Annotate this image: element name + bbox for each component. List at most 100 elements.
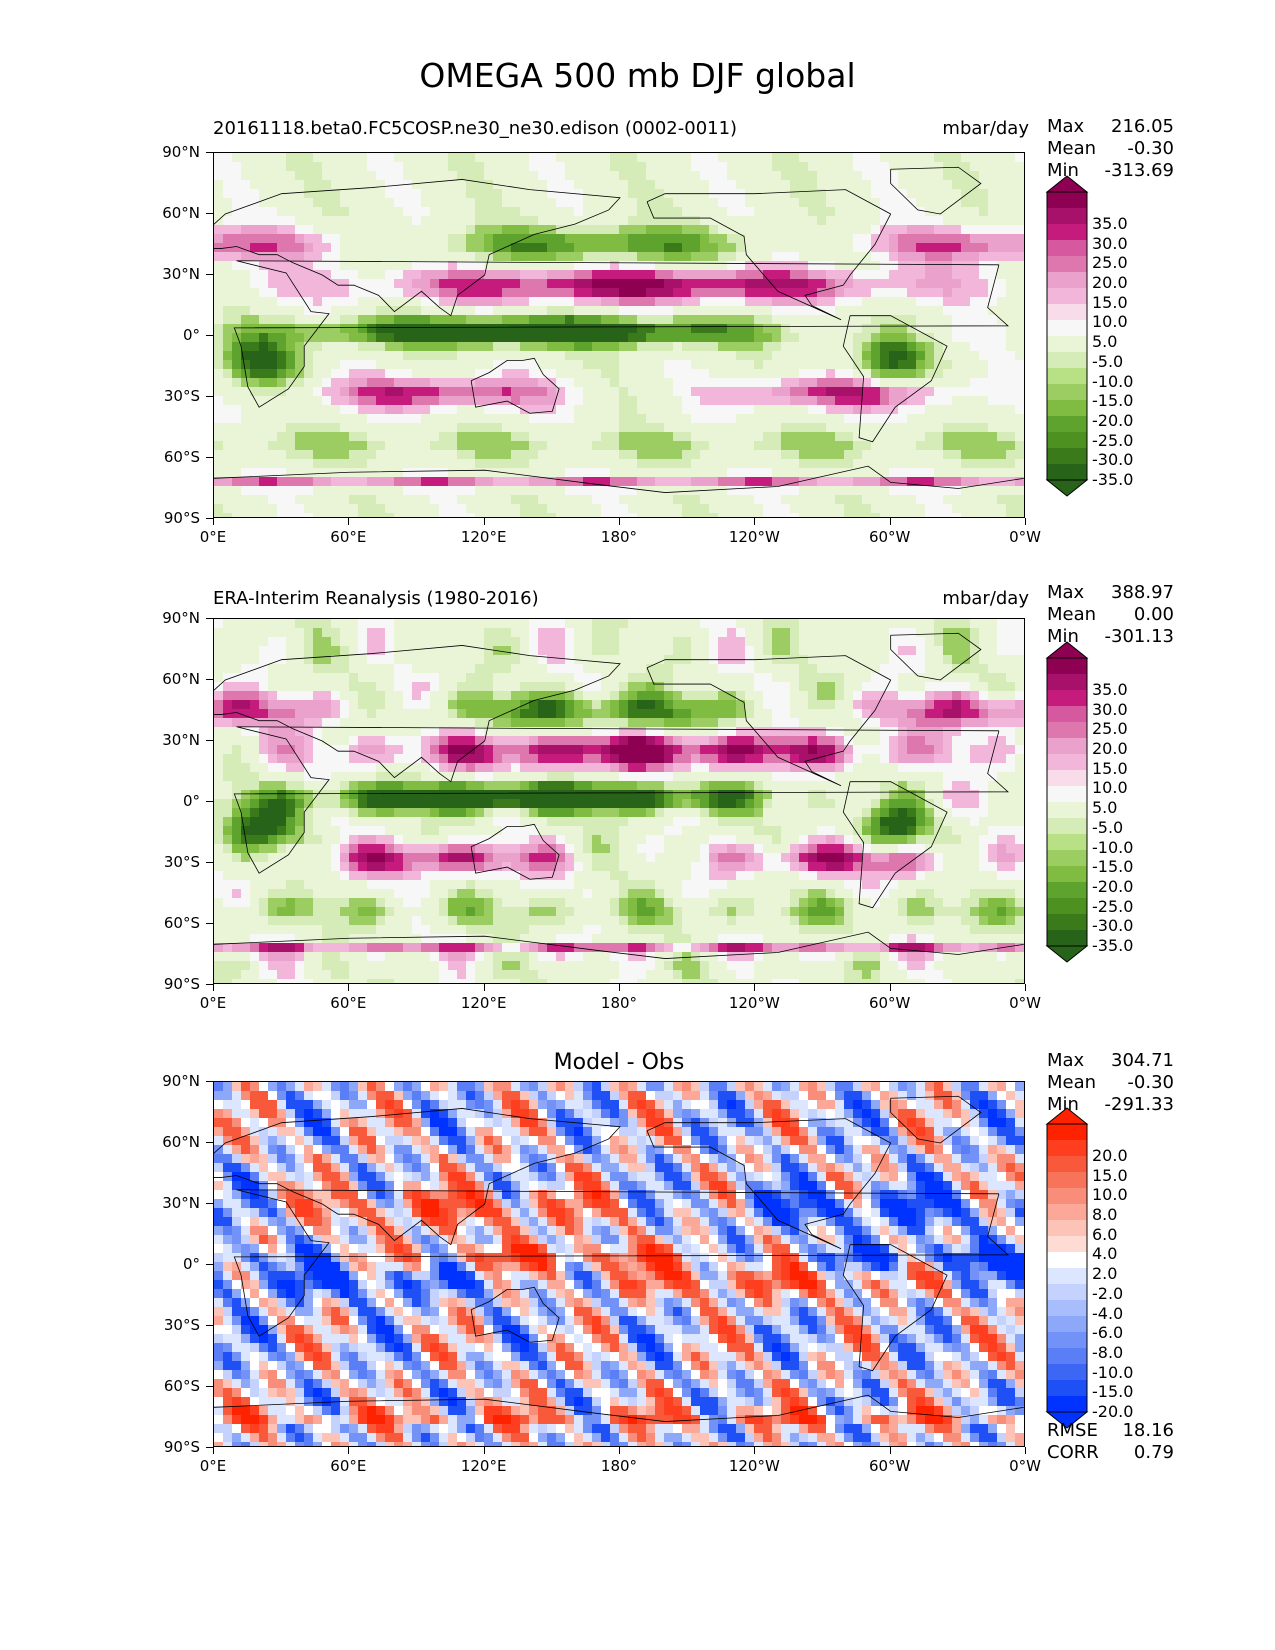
y-tick-label: 30°S <box>163 387 200 405</box>
y-tick <box>206 1081 213 1082</box>
colorbar <box>1045 175 1089 497</box>
colorbar-label: -10.0 <box>1092 837 1134 857</box>
coastline <box>470 1286 560 1343</box>
coastline <box>842 315 948 443</box>
colorbar-label: -25.0 <box>1092 430 1134 450</box>
coastline <box>214 1394 1024 1422</box>
y-tick-label: 60°S <box>163 448 200 466</box>
coastline <box>233 726 1009 874</box>
y-tick-label: 0° <box>182 792 200 810</box>
colorbar-label: 15.0 <box>1092 1165 1128 1185</box>
colorbar <box>1045 1107 1089 1429</box>
y-tick-label: 60°N <box>162 204 200 222</box>
y-tick <box>206 679 213 680</box>
x-tick-label: 120°W <box>728 994 780 1012</box>
colorbar-label: 10.0 <box>1092 312 1128 332</box>
stat-row: Min -313.69 <box>1047 160 1174 182</box>
y-tick-label: 90°N <box>162 143 200 161</box>
colorbar-label: -4.0 <box>1092 1303 1124 1323</box>
colorbar-label: 10.0 <box>1092 778 1128 798</box>
y-tick <box>206 1447 213 1448</box>
map-plot <box>213 152 1025 518</box>
x-tick-label: 60°E <box>330 994 367 1012</box>
colorbar-label: -20.0 <box>1092 1402 1134 1421</box>
stat-name: Min <box>1047 626 1079 647</box>
x-tick <box>754 518 756 525</box>
stat-value: -313.69 <box>1104 160 1174 181</box>
colorbar-label: -20.0 <box>1092 876 1134 896</box>
stat-name: Max <box>1047 116 1085 137</box>
colorbar-label: 25.0 <box>1092 253 1128 273</box>
colorbar-label: 5.0 <box>1092 798 1118 818</box>
y-tick-label: 90°S <box>163 975 200 993</box>
stat-value: -301.13 <box>1104 626 1174 647</box>
panel-units: mbar/day <box>942 588 1029 609</box>
stat-name: Mean <box>1047 1072 1097 1093</box>
x-tick-label: 120°W <box>728 1457 780 1475</box>
stat-row: Min -301.13 <box>1047 626 1174 648</box>
x-tick-label: 180° <box>600 994 638 1012</box>
stat-value: -291.33 <box>1104 1094 1174 1115</box>
y-tick-label: 90°S <box>163 509 200 527</box>
colorbar-label: -8.0 <box>1092 1342 1124 1362</box>
stats-box: Max 216.05 Mean -0.30 Min -313.69 <box>1047 116 1174 182</box>
x-tick <box>483 984 485 991</box>
colorbar-label: -35.0 <box>1092 470 1134 489</box>
stat-row: CORR 0.79 <box>1047 1442 1174 1464</box>
stat-name: Mean <box>1047 604 1097 625</box>
x-tick <box>619 1447 620 1454</box>
figure-title: OMEGA 500 mb DJF global <box>419 56 856 95</box>
x-tick-label: 0°E <box>199 994 227 1012</box>
panel-model: 20161118.beta0.FC5COSP.ne30_ne30.edison … <box>0 112 1275 572</box>
colorbar-label: -30.0 <box>1092 916 1134 936</box>
y-tick-label: 90°N <box>162 609 200 627</box>
stat-value: 304.71 <box>1111 1050 1174 1071</box>
y-tick-label: 0° <box>182 1255 200 1273</box>
colorbar-label: -25.0 <box>1092 896 1134 916</box>
coastline <box>842 781 948 909</box>
x-tick <box>754 1447 756 1454</box>
y-tick <box>206 1142 213 1143</box>
colorbar-label: -30.0 <box>1092 450 1134 470</box>
colorbar-label: -15.0 <box>1092 1382 1134 1402</box>
colorbar-label: 10.0 <box>1092 1185 1128 1205</box>
y-tick <box>206 862 213 863</box>
x-tick-label: 120°W <box>728 528 780 546</box>
colorbar-label: 20.0 <box>1092 1146 1128 1165</box>
coastline <box>214 931 1024 959</box>
y-tick <box>206 457 213 458</box>
x-tick-label: 60°W <box>868 1457 911 1475</box>
y-tick <box>206 984 213 985</box>
rmse-corr-box: RMSE 18.16 CORR 0.79 <box>1047 1420 1174 1464</box>
colorbar-label: 4.0 <box>1092 1244 1118 1264</box>
coastline <box>470 357 560 414</box>
colorbar-label: -15.0 <box>1092 391 1134 411</box>
y-tick-label: 30°S <box>163 853 200 871</box>
stat-row: Max 388.97 <box>1047 582 1174 604</box>
y-tick-label: 90°S <box>163 1438 200 1456</box>
x-tick-label: 180° <box>600 1457 638 1475</box>
y-tick-label: 90°N <box>162 1072 200 1090</box>
colorbar-label: -6.0 <box>1092 1323 1124 1343</box>
x-tick <box>348 1447 350 1454</box>
x-tick <box>213 1447 214 1454</box>
colorbar-label: -20.0 <box>1092 410 1134 430</box>
colorbar-label: 25.0 <box>1092 719 1128 739</box>
y-tick-label: 60°N <box>162 1133 200 1151</box>
stat-row: Max 304.71 <box>1047 1050 1174 1072</box>
y-tick-label: 60°S <box>163 914 200 932</box>
x-tick <box>213 518 214 525</box>
stat-value: 388.97 <box>1111 582 1174 603</box>
y-tick <box>206 1203 213 1204</box>
x-tick-label: 60°W <box>868 994 911 1012</box>
colorbar-label: -10.0 <box>1092 371 1134 391</box>
colorbar-label: 35.0 <box>1092 214 1128 233</box>
colorbar-label: -10.0 <box>1092 1362 1134 1382</box>
map-plot <box>213 1081 1025 1447</box>
colorbar-label: 35.0 <box>1092 680 1128 699</box>
stat-name: RMSE <box>1047 1420 1098 1441</box>
y-tick <box>206 396 213 397</box>
stat-row: Min -291.33 <box>1047 1094 1174 1116</box>
x-tick <box>213 984 214 991</box>
x-tick-label: 0°W <box>1009 1457 1041 1475</box>
